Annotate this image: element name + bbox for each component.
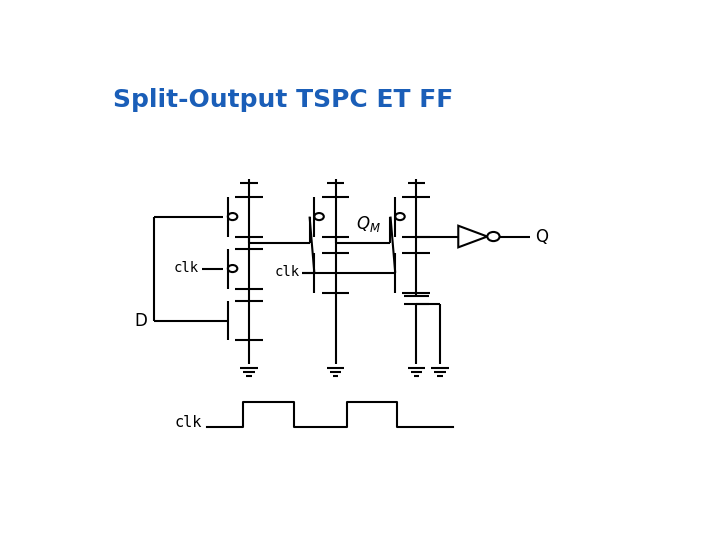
- Text: Q: Q: [535, 227, 548, 246]
- Text: D: D: [135, 312, 148, 329]
- Text: clk: clk: [274, 265, 300, 279]
- Text: $Q_M$: $Q_M$: [356, 214, 381, 234]
- Text: Split-Output TSPC ET FF: Split-Output TSPC ET FF: [114, 87, 454, 112]
- Text: clk: clk: [174, 415, 202, 430]
- Text: clk: clk: [174, 261, 199, 275]
